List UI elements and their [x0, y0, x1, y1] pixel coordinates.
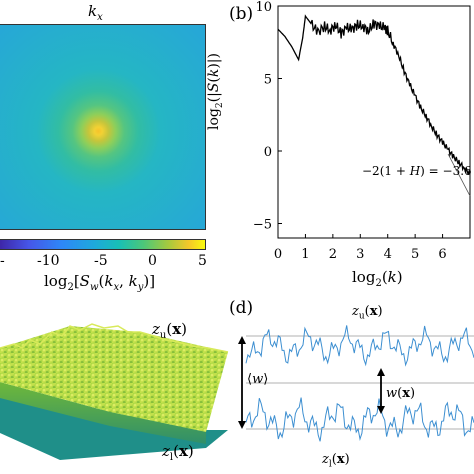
x-tick-label: 5 [411, 247, 419, 262]
panel-d-label-upper: zu(x) [352, 304, 383, 322]
mean-gap-label: ⟨w⟩ [247, 372, 269, 387]
panel-d-label-lower: zl(x) [322, 452, 350, 470]
x-tick-label: 1 [301, 247, 309, 262]
mean-gap-arrow-head-bottom [238, 421, 246, 429]
panel-b-label: (b) [229, 4, 254, 24]
y-tick-label: −5 [253, 218, 272, 233]
panel-c-label-upper: zu(x) [152, 320, 188, 341]
panel-d-label: (d) [229, 298, 254, 318]
x-tick-label: 4 [384, 247, 392, 262]
slope-annotation: −2(1 + H) = −3.6 [362, 164, 472, 178]
upper-surface-top [0, 326, 228, 432]
upper-surface-side [0, 382, 206, 444]
x-tick-label: 3 [356, 247, 364, 262]
colorbar-tick--5: -5 [94, 253, 108, 269]
local-gap-arrow-head-top [377, 368, 385, 376]
colorbar-tick-0: 0 [148, 253, 157, 269]
x-tick-label: 0 [274, 247, 282, 262]
colorbar [0, 239, 206, 250]
colorbar-tick--10: -10 [37, 253, 60, 269]
x-tick-label: 2 [329, 247, 337, 262]
panel-b-xlabel: log2(k) [352, 268, 403, 289]
x-tick-label: 6 [438, 247, 446, 262]
panel-c-label-lower: zl(x) [162, 442, 194, 463]
upper-profile-line [245, 325, 474, 367]
spectrum-heatmap [0, 24, 206, 230]
plot-frame [277, 5, 471, 239]
y-tick-label: 0 [264, 145, 272, 160]
profile-plot [238, 325, 474, 442]
surface-rendering [0, 323, 229, 460]
panel-b-ylabel: log2(|S(k)|) [206, 53, 225, 130]
mean-gap-arrow-head-top [238, 336, 246, 344]
slope-fit-line [447, 153, 471, 197]
y-tick-label: 5 [264, 73, 272, 88]
lower-profile-line [245, 397, 474, 442]
colorbar-tick-clipped: - [0, 253, 5, 269]
y-tick-label: 10 [255, 0, 272, 15]
local-gap-label: w(x) [386, 386, 416, 401]
colorbar-label: log2[Sw(kx, ky)] [44, 272, 156, 293]
spectrum-series-line [277, 14, 471, 175]
panel-a-title: kx [88, 2, 103, 23]
local-gap-arrow-head-bottom [377, 406, 385, 414]
colorbar-tick-5: 5 [198, 253, 207, 269]
